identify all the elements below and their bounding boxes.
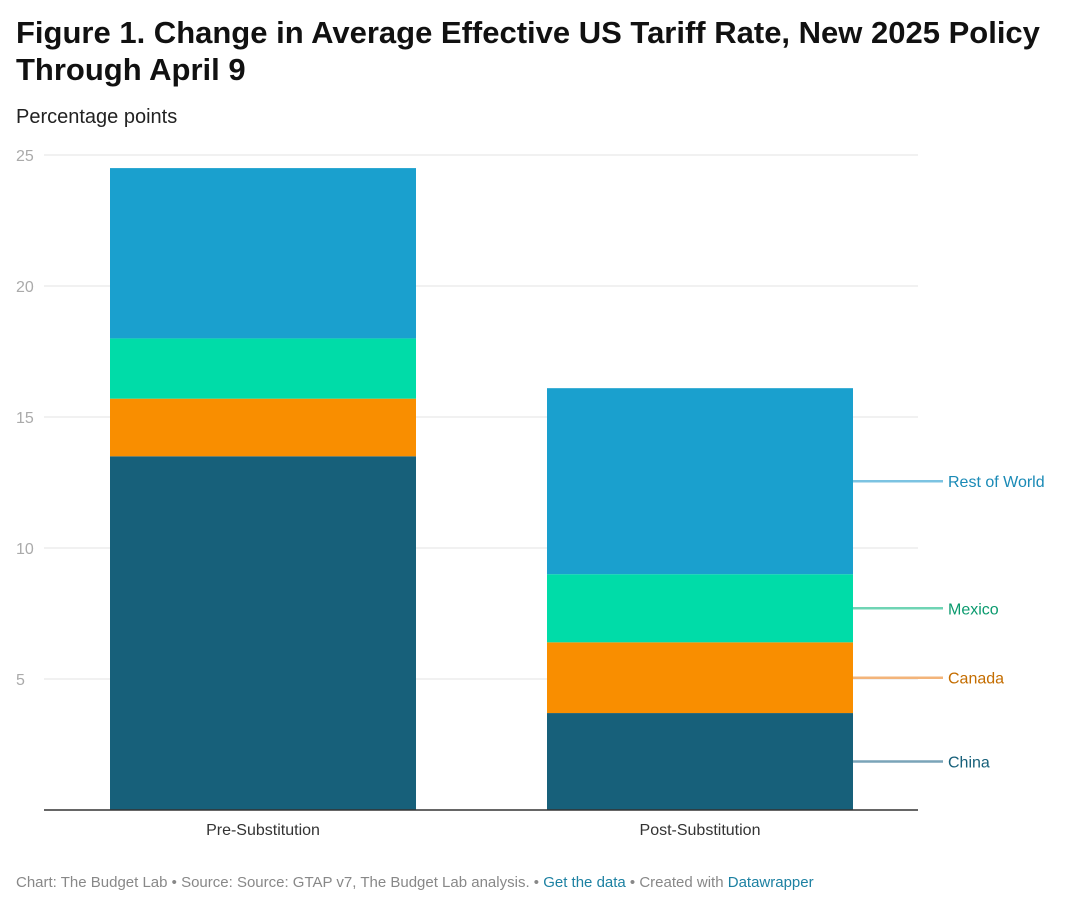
footer-source-text: Chart: The Budget Lab • Source: Source: … <box>16 874 544 891</box>
bar-rest-of-world-post-substitution <box>547 388 853 575</box>
bar-china-pre-substitution <box>110 456 416 810</box>
chart-title: Figure 1. Change in Average Effective US… <box>16 15 1040 87</box>
y-tick-label-20: 20 <box>16 279 34 296</box>
chart-footer: Chart: The Budget Lab • Source: Source: … <box>16 874 814 891</box>
series-label-rest-of-world: Rest of World <box>948 474 1045 491</box>
series-label-china: China <box>948 755 990 772</box>
y-tick-label-5: 5 <box>16 672 25 689</box>
y-tick-label-15: 15 <box>16 410 34 427</box>
bar-canada-pre-substitution <box>110 398 416 457</box>
chart-subtitle: Percentage points <box>16 106 178 128</box>
y-tick-label-10: 10 <box>16 541 34 558</box>
y-tick-label-25: 25 <box>16 148 34 165</box>
footer-created-with-text: • Created with <box>625 874 728 891</box>
bar-mexico-pre-substitution <box>110 338 416 399</box>
get-the-data-link[interactable]: Get the data <box>543 874 626 891</box>
x-category-label: Post-Substitution <box>640 822 761 839</box>
bar-canada-post-substitution <box>547 642 853 714</box>
series-label-canada: Canada <box>948 671 1004 688</box>
bar-china-post-substitution <box>547 713 853 810</box>
x-category-label: Pre-Substitution <box>206 822 320 839</box>
datawrapper-link[interactable]: Datawrapper <box>727 874 814 891</box>
bar-rest-of-world-pre-substitution <box>110 168 416 339</box>
series-label-mexico: Mexico <box>948 601 999 618</box>
bar-mexico-post-substitution <box>547 574 853 643</box>
